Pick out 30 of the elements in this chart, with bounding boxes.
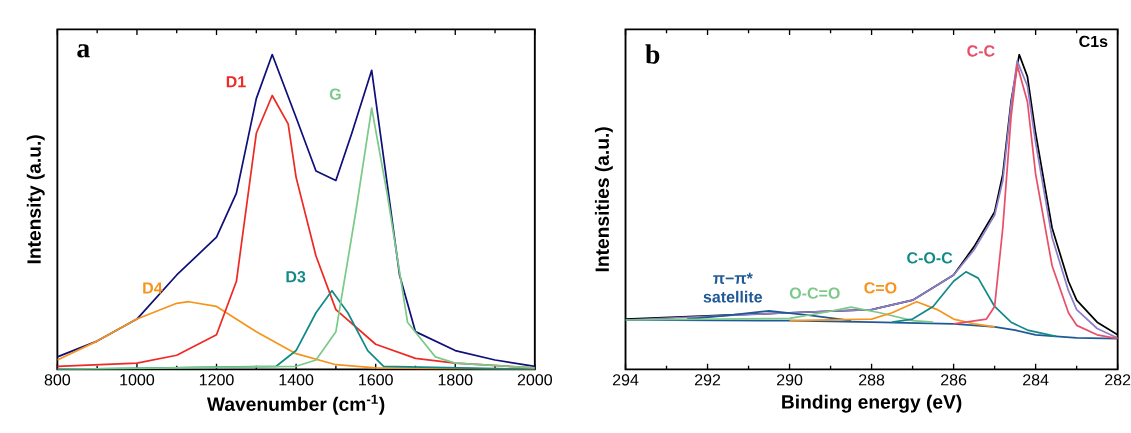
- x-tick-label: 1200: [199, 373, 234, 386]
- y-axis-title: Intensities (a.u.): [594, 127, 613, 271]
- x-tick-label: 282: [1105, 373, 1131, 386]
- x-tick-label: 286: [941, 373, 967, 386]
- series-label: O-C=O: [789, 287, 840, 299]
- series-label: D3: [286, 270, 306, 283]
- series-label: C-C: [967, 45, 995, 57]
- y-axis-title: Intensity (a.u.): [26, 135, 45, 263]
- x-tick-label: 294: [612, 373, 639, 386]
- series-label: D4: [143, 282, 163, 294]
- x-tick-label: 1600: [359, 373, 393, 386]
- text: G: [329, 88, 341, 100]
- x-tick-label: 290: [777, 373, 803, 386]
- x-tick-label: 1400: [279, 373, 314, 386]
- x-tick-label: 288: [859, 373, 885, 386]
- series-label: π−π* satellite: [703, 272, 763, 303]
- series-label: C-O-C: [907, 252, 953, 264]
- series-label: D1: [226, 75, 246, 87]
- x-axis-title: Binding energy (eV): [782, 394, 962, 413]
- x-tick-label: 800: [44, 373, 71, 386]
- annotation: b: [645, 44, 660, 64]
- series-label: C=O: [864, 281, 897, 294]
- x-tick-label: 1000: [120, 373, 155, 386]
- annotation: a: [77, 44, 90, 58]
- x-tick-label: 284: [1023, 373, 1049, 386]
- x-axis-title: Wavenumber (cm$^{-1}$): [206, 394, 385, 415]
- text: C1s: [1079, 35, 1108, 47]
- x-tick-label: 2000: [517, 373, 553, 386]
- x-tick-label: 292: [694, 373, 721, 386]
- x-tick-label: 1800: [438, 373, 473, 386]
